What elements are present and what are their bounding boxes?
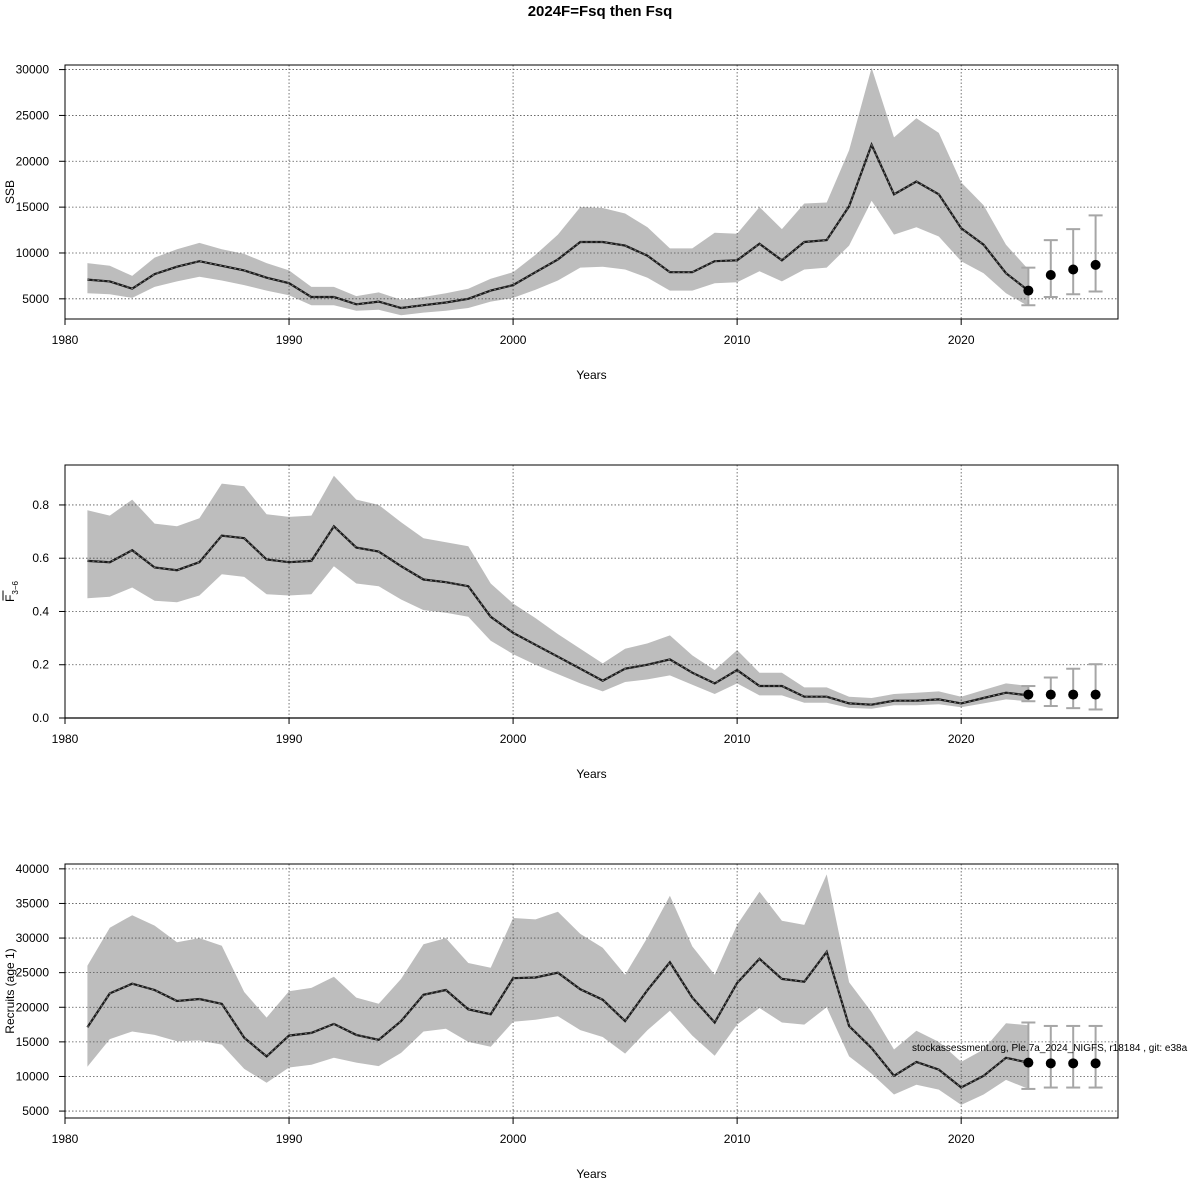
y-tick-label: 0.4 (32, 604, 49, 618)
confidence-band (87, 67, 1029, 316)
y-axis-label-main: SSB (3, 180, 17, 204)
estimate-line-dashes (87, 143, 1029, 309)
x-tick-label: 2000 (500, 1132, 527, 1146)
confidence-band (87, 475, 1029, 709)
x-tick-label: 1980 (52, 333, 79, 347)
x-tick-label: 1980 (52, 1132, 79, 1146)
forecast-point (1068, 264, 1079, 275)
y-axis-label: SSB (3, 180, 17, 204)
y-tick-label: 40000 (16, 862, 50, 876)
figure-title: 2024F=Fsq then Fsq (528, 3, 673, 20)
x-tick-label: 1990 (276, 333, 303, 347)
plot-frame (64, 64, 1119, 320)
y-tick-label: 10000 (16, 1069, 50, 1083)
x-tick-label: 2020 (948, 333, 975, 347)
x-tick-label: 2020 (948, 732, 975, 746)
forecast-point (1045, 269, 1056, 280)
y-tick-label: 30000 (16, 931, 50, 945)
estimate-line-dashes (86, 950, 1029, 1089)
estimate-line-dashes (87, 525, 1029, 706)
y-tick-label: 20000 (16, 1000, 50, 1014)
y-tick-label: 15000 (16, 1035, 50, 1049)
x-tick-label: 1990 (276, 1132, 303, 1146)
panel-fbar: 1980 1990 2000 2010 2020 0.0 0.2 0.4 0.6 0.8 Years… (2, 464, 1119, 781)
y-tick-label: 15000 (16, 200, 50, 214)
x-tick-label: 2010 (724, 732, 751, 746)
y-tick-label: 0.2 (32, 658, 49, 672)
forecast-point (1068, 1058, 1079, 1069)
y-tick-label: 10000 (16, 246, 50, 260)
y-tick-label: 35000 (16, 896, 50, 910)
y-axis-label: Recruits (age 1) (3, 948, 17, 1033)
y-tick-label: 25000 (16, 966, 50, 980)
confidence-band (87, 874, 1029, 1105)
forecast-point (1045, 689, 1056, 700)
x-tick-label: 2020 (948, 1132, 975, 1146)
panel-ssb: 1980 1990 2000 2010 2020 5000 10000 15000 20000 2… (3, 63, 1119, 382)
x-tick-label: 1980 (52, 732, 79, 746)
y-tick-label: 0.8 (32, 498, 49, 512)
forecast-point (1023, 1057, 1034, 1068)
y-tick-label: 0.6 (32, 551, 49, 565)
plot-frame (64, 464, 1119, 719)
x-axis-label: Years (576, 767, 606, 781)
y-axis-label-main: Recruits (age 1) (3, 948, 17, 1033)
panel-recruits: 1980 1990 2000 2010 2020 5000 10000 15000 20000 2… (3, 862, 1119, 1181)
x-tick-label: 2010 (724, 1132, 751, 1146)
forecast-point (1068, 689, 1079, 700)
forecast-point (1023, 689, 1034, 700)
panels: 1980 1990 2000 2010 2020 5000 10000 15000 20000 2… (2, 63, 1119, 1181)
x-tick-label: 2000 (500, 732, 527, 746)
plot-frame (64, 863, 1119, 1119)
x-tick-label: 2000 (500, 333, 527, 347)
x-tick-label: 2010 (724, 333, 751, 347)
forecast-point (1090, 689, 1101, 700)
y-axis-label: F3−6 (3, 580, 20, 601)
y-tick-label: 5000 (22, 1104, 49, 1118)
footnote: stockassessment.org, Ple.7a_2024_NIGFS, … (912, 1043, 1188, 1054)
y-tick-label: 20000 (16, 154, 50, 168)
forecast-point (1090, 1058, 1101, 1069)
y-tick-label: 0.0 (32, 711, 49, 725)
x-axis-label: Years (576, 1167, 606, 1181)
x-axis-label: Years (576, 368, 606, 382)
y-tick-label: 25000 (16, 108, 50, 122)
y-tick-label: 30000 (16, 63, 50, 77)
forecast-point (1090, 259, 1101, 270)
forecast-point (1023, 285, 1034, 296)
y-axis-label-main: F (3, 595, 17, 602)
x-tick-label: 1990 (276, 732, 303, 746)
y-axis-label-subscript: 3−6 (11, 580, 20, 594)
forecast-point (1045, 1058, 1056, 1069)
y-tick-label: 5000 (22, 292, 49, 306)
